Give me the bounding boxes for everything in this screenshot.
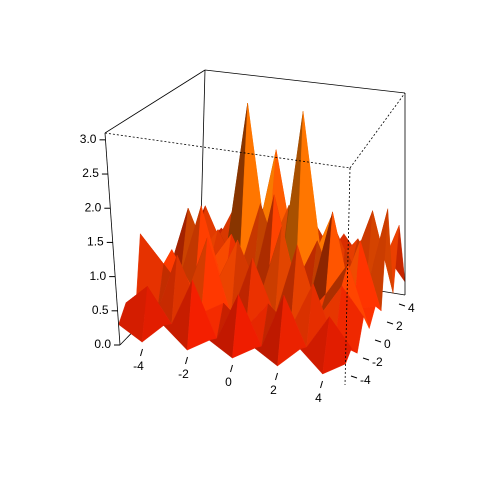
box-edge: [204, 69, 406, 94]
y-tick-label: 4: [408, 301, 415, 315]
box-edge: [104, 132, 121, 346]
box-edge: [344, 167, 351, 386]
box-edge: [104, 69, 206, 134]
z-tick-label: 1.0: [89, 269, 106, 283]
y-tick-label: -4: [360, 373, 371, 387]
x-tick: [185, 356, 188, 365]
x-tick-label: -4: [133, 359, 144, 373]
z-tick-label: 1.5: [87, 235, 104, 249]
box-edge: [349, 92, 406, 169]
x-tick: [230, 364, 233, 373]
z-tick-label: 0.5: [92, 303, 109, 317]
z-tick-label: 2.5: [82, 166, 99, 180]
x-tick-label: 0: [225, 375, 232, 389]
z-tick-label: 3.0: [80, 132, 97, 146]
x-tick: [275, 372, 278, 381]
x-tick: [320, 380, 323, 389]
y-tick-label: 0: [384, 337, 391, 351]
y-tick: [386, 321, 394, 325]
x-tick-label: 4: [315, 391, 322, 405]
y-tick: [374, 339, 382, 343]
x-tick-label: 2: [270, 383, 277, 397]
z-tick-label: 0.0: [94, 337, 111, 351]
x-tick-label: -2: [178, 367, 189, 381]
box-edge: [104, 132, 351, 169]
surface-facet: [322, 316, 352, 375]
y-tick-label: -2: [372, 355, 383, 369]
y-tick: [362, 357, 370, 361]
z-tick-label: 2.0: [85, 200, 102, 214]
x-tick: [140, 348, 143, 357]
y-tick: [350, 375, 358, 379]
y-tick-label: 2: [396, 319, 403, 333]
y-tick: [398, 303, 406, 307]
